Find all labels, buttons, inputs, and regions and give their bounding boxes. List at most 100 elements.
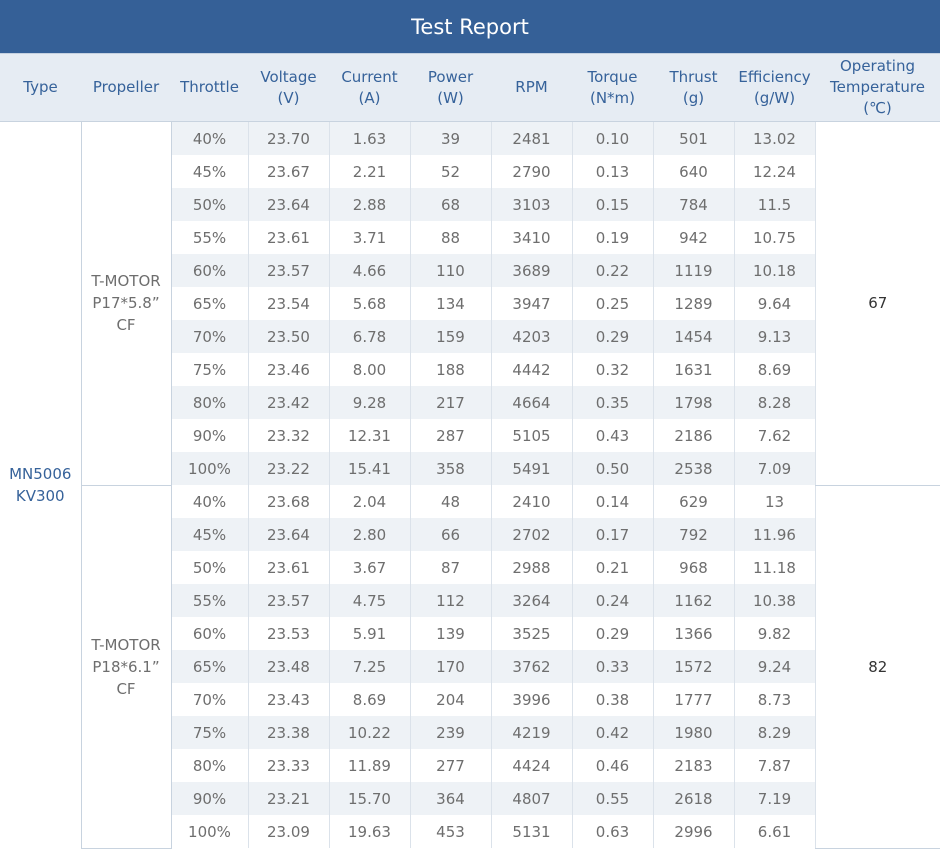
motor-model: MN5006 [9,465,72,483]
torque-cell: 0.13 [572,155,654,188]
torque-cell: 0.15 [572,188,654,221]
thrust-cell: 1777 [653,683,735,716]
current-cell: 5.91 [329,617,411,650]
voltage-cell: 23.09 [248,815,330,848]
efficiency-cell: 13 [734,485,816,518]
header-row: Type Propeller Throttle Voltage (V) Curre… [0,54,940,122]
table-row: 60% 23.57 4.66 110 3689 0.22 1119 10.18 [0,254,940,287]
voltage-cell: 23.48 [248,650,330,683]
throttle-cell: 65% [170,287,249,320]
power-cell: 159 [410,320,492,353]
current-cell: 9.28 [329,386,411,419]
throttle-cell: 80% [170,386,249,419]
header-throttle: Throttle [171,54,248,122]
rpm-cell: 3762 [491,650,573,683]
efficiency-cell: 11.96 [734,518,816,551]
header-propeller: Propeller [81,54,171,122]
header-voltage: Voltage (V) [248,54,329,122]
thrust-cell: 1162 [653,584,735,617]
rpm-cell: 2702 [491,518,573,551]
rpm-cell: 3689 [491,254,573,287]
power-cell: 170 [410,650,492,683]
rpm-cell: 2790 [491,155,573,188]
table-row: 65% 23.48 7.25 170 3762 0.33 1572 9.24 [0,650,940,683]
thrust-cell: 1366 [653,617,735,650]
torque-cell: 0.38 [572,683,654,716]
torque-cell: 0.35 [572,386,654,419]
table-row: 45% 23.64 2.80 66 2702 0.17 792 11.96 [0,518,940,551]
rpm-cell: 2410 [491,485,573,518]
torque-cell: 0.42 [572,716,654,749]
current-cell: 2.04 [329,485,411,518]
voltage-cell: 23.64 [248,518,330,551]
torque-cell: 0.55 [572,782,654,815]
test-report-table: Type Propeller Throttle Voltage (V) Curre… [0,54,940,849]
propeller-brand: T-MOTOR [91,272,161,291]
power-cell: 52 [410,155,492,188]
propeller-cell: T-MOTOR P17*5.8” CF [81,121,172,486]
thrust-cell: 1454 [653,320,735,353]
power-cell: 277 [410,749,492,782]
current-cell: 5.68 [329,287,411,320]
efficiency-cell: 9.13 [734,320,816,353]
efficiency-cell: 8.73 [734,683,816,716]
torque-cell: 0.50 [572,452,654,485]
power-cell: 39 [410,121,492,155]
table-row: 90% 23.32 12.31 287 5105 0.43 2186 7.62 [0,419,940,452]
efficiency-cell: 11.18 [734,551,816,584]
thrust-cell: 501 [653,121,735,155]
propeller-model: P18*6.1” CF [92,657,160,698]
current-cell: 15.41 [329,452,411,485]
efficiency-cell: 7.19 [734,782,816,815]
efficiency-cell: 8.29 [734,716,816,749]
throttle-cell: 60% [170,617,249,650]
current-cell: 2.21 [329,155,411,188]
throttle-cell: 45% [170,155,249,188]
power-cell: 217 [410,386,492,419]
header-temperature: Operating Temperature (℃) [815,54,940,122]
table-row: 80% 23.42 9.28 217 4664 0.35 1798 8.28 [0,386,940,419]
thrust-cell: 1798 [653,386,735,419]
efficiency-cell: 12.24 [734,155,816,188]
table-row: 100% 23.09 19.63 453 5131 0.63 2996 6.61 [0,815,940,848]
voltage-cell: 23.61 [248,221,330,254]
report-title: Test Report [411,14,529,39]
throttle-cell: 40% [170,485,249,518]
current-cell: 2.80 [329,518,411,551]
header-current: Current (A) [329,54,410,122]
thrust-cell: 792 [653,518,735,551]
torque-cell: 0.32 [572,353,654,386]
voltage-cell: 23.61 [248,551,330,584]
throttle-cell: 100% [170,815,249,848]
torque-cell: 0.22 [572,254,654,287]
throttle-cell: 50% [170,551,249,584]
voltage-cell: 23.53 [248,617,330,650]
table-row: 55% 23.61 3.71 88 3410 0.19 942 10.75 [0,221,940,254]
power-cell: 287 [410,419,492,452]
table-row: 80% 23.33 11.89 277 4424 0.46 2183 7.87 [0,749,940,782]
efficiency-cell: 7.62 [734,419,816,452]
current-cell: 2.88 [329,188,411,221]
thrust-cell: 1980 [653,716,735,749]
efficiency-cell: 10.75 [734,221,816,254]
table-row: 50% 23.64 2.88 68 3103 0.15 784 11.5 [0,188,940,221]
current-cell: 12.31 [329,419,411,452]
power-cell: 139 [410,617,492,650]
voltage-cell: 23.64 [248,188,330,221]
header-rpm: RPM [491,54,572,122]
table-row: 100% 23.22 15.41 358 5491 0.50 2538 7.09 [0,452,940,485]
throttle-cell: 55% [170,584,249,617]
thrust-cell: 942 [653,221,735,254]
torque-cell: 0.10 [572,121,654,155]
efficiency-cell: 10.18 [734,254,816,287]
table-row: 50% 23.61 3.67 87 2988 0.21 968 11.18 [0,551,940,584]
power-cell: 364 [410,782,492,815]
current-cell: 3.71 [329,221,411,254]
torque-cell: 0.43 [572,419,654,452]
throttle-cell: 100% [170,452,249,485]
operating-temperature-cell: 82 [815,485,940,849]
table-row: 55% 23.57 4.75 112 3264 0.24 1162 10.38 [0,584,940,617]
voltage-cell: 23.68 [248,485,330,518]
efficiency-cell: 13.02 [734,121,816,155]
torque-cell: 0.29 [572,617,654,650]
